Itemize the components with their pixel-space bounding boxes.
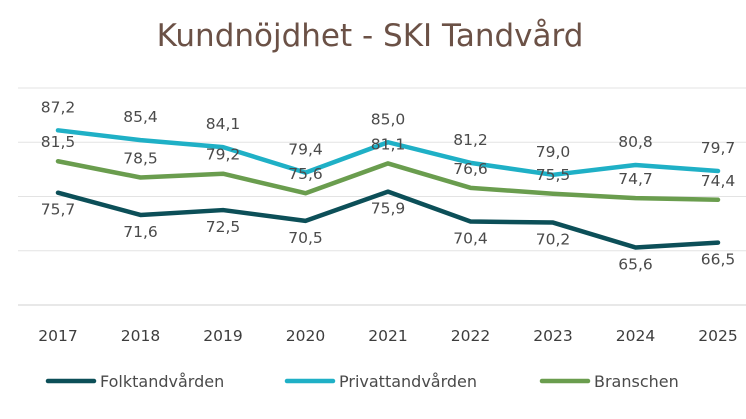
data-label: 75,9 xyxy=(371,200,406,218)
legend-item-branschen: Branschen xyxy=(539,372,679,391)
x-tick-label: 2022 xyxy=(451,327,490,345)
data-label: 75,5 xyxy=(536,166,571,184)
x-tick-label: 2021 xyxy=(368,327,407,345)
data-label: 70,2 xyxy=(536,231,571,249)
data-label: 74,4 xyxy=(701,172,736,190)
legend-label: Privattandvården xyxy=(339,372,477,391)
data-label: 81,1 xyxy=(371,135,406,153)
chart-title: Kundnöjdhet - SKI Tandvård xyxy=(156,18,584,54)
data-label: 79,0 xyxy=(536,143,571,161)
legend-label: Branschen xyxy=(594,372,679,391)
series-line-folktandvården xyxy=(55,189,721,250)
data-label: 80,8 xyxy=(618,133,653,151)
x-tick-label: 2017 xyxy=(38,327,77,345)
data-label: 75,6 xyxy=(288,165,323,183)
data-label: 84,1 xyxy=(206,115,241,133)
series-line-branschen xyxy=(55,158,721,203)
legend: Folktandvården Privattandvården Branschen xyxy=(45,372,679,391)
data-label: 85,4 xyxy=(123,108,158,126)
data-label: 65,6 xyxy=(618,255,653,273)
data-labels: 75,7 71,6 72,5 70,5 75,9 70,4 70,2 65,6 66,5 87,2… xyxy=(41,98,736,273)
data-label: 85,0 xyxy=(371,110,406,128)
x-tick-label: 2018 xyxy=(121,327,160,345)
legend-item-privattandvården: Privattandvården xyxy=(284,372,477,391)
data-label: 78,5 xyxy=(123,150,158,168)
x-tick-label: 2020 xyxy=(286,327,325,345)
data-label: 81,5 xyxy=(41,133,76,151)
legend-item-folktandvården: Folktandvården xyxy=(45,372,224,391)
data-label: 70,5 xyxy=(288,229,323,247)
data-label: 66,5 xyxy=(701,251,736,269)
x-axis-ticks: 2017 2018 2019 2020 2021 2022 2023 2024 2025 xyxy=(38,327,737,345)
x-tick-label: 2025 xyxy=(698,327,737,345)
data-label: 81,2 xyxy=(453,131,488,149)
legend-label: Folktandvården xyxy=(100,372,224,391)
data-label: 79,2 xyxy=(206,146,241,164)
data-label: 71,6 xyxy=(123,223,158,241)
data-label: 70,4 xyxy=(453,229,488,247)
data-label: 74,7 xyxy=(618,170,653,188)
data-label: 75,7 xyxy=(41,201,76,219)
series-line-privattandvården xyxy=(55,128,721,178)
x-tick-label: 2019 xyxy=(203,327,242,345)
data-label: 79,4 xyxy=(288,141,323,159)
data-label: 76,6 xyxy=(453,160,488,178)
data-label: 87,2 xyxy=(41,98,76,116)
data-label: 72,5 xyxy=(206,218,241,236)
series-lines xyxy=(55,128,721,250)
data-label: 79,7 xyxy=(701,139,736,157)
x-tick-label: 2023 xyxy=(533,327,572,345)
x-tick-label: 2024 xyxy=(616,327,655,345)
